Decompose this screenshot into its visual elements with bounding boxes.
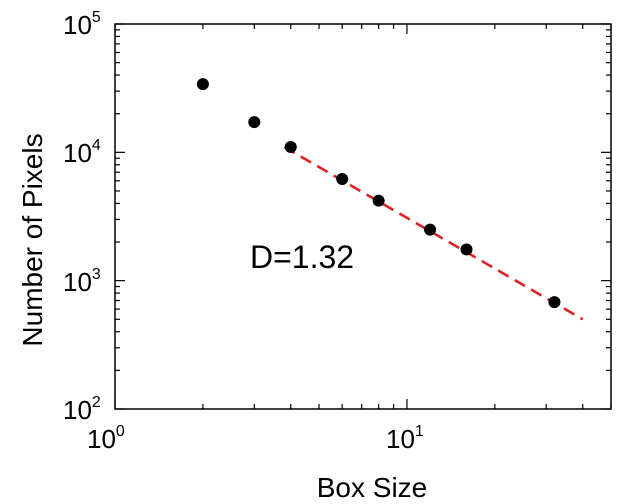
- fractal-dimension-annotation: D=1.32: [250, 239, 354, 275]
- data-point: [460, 243, 473, 256]
- data-point: [424, 223, 437, 236]
- svg-text:105: 105: [63, 9, 101, 40]
- y-tick-label-10000: 104: [63, 137, 101, 168]
- y-tick-base: 10: [63, 267, 92, 297]
- x-tick-base: 10: [386, 424, 415, 454]
- data-point: [248, 116, 261, 129]
- svg-text:102: 102: [63, 394, 101, 425]
- y-tick-label-1000: 103: [63, 266, 101, 297]
- svg-text:103: 103: [63, 266, 101, 297]
- x-tick-base: 10: [87, 424, 116, 454]
- data-point: [372, 194, 385, 207]
- svg-text:100: 100: [87, 423, 125, 454]
- y-tick-exponent: 4: [92, 137, 101, 154]
- y-tick-base: 10: [63, 395, 92, 425]
- x-axis-label: Box Size: [317, 472, 428, 503]
- y-tick-exponent: 2: [92, 394, 101, 411]
- data-points: [196, 78, 561, 309]
- minor-ticks: [115, 24, 612, 409]
- svg-text:101: 101: [386, 423, 424, 454]
- data-point: [548, 296, 561, 309]
- x-tick-exponent: 1: [415, 423, 424, 440]
- y-tick-exponent: 3: [92, 266, 101, 283]
- svg-text:104: 104: [63, 137, 101, 168]
- data-point: [196, 78, 209, 91]
- x-tick-exponent: 0: [116, 423, 125, 440]
- y-tick-label-100: 102: [63, 394, 101, 425]
- y-tick-base: 10: [63, 138, 92, 168]
- y-tick-base: 10: [63, 10, 92, 40]
- y-axis-label: Number of Pixels: [17, 133, 48, 346]
- plot-frame: [114, 23, 612, 410]
- y-tick-label-100000: 105: [63, 9, 101, 40]
- data-point: [284, 141, 297, 154]
- y-tick-exponent: 5: [92, 9, 101, 26]
- data-point: [336, 172, 349, 185]
- x-tick-label-10: 101: [386, 423, 424, 454]
- x-tick-label-1: 100: [87, 423, 125, 454]
- major-ticks: [114, 23, 611, 410]
